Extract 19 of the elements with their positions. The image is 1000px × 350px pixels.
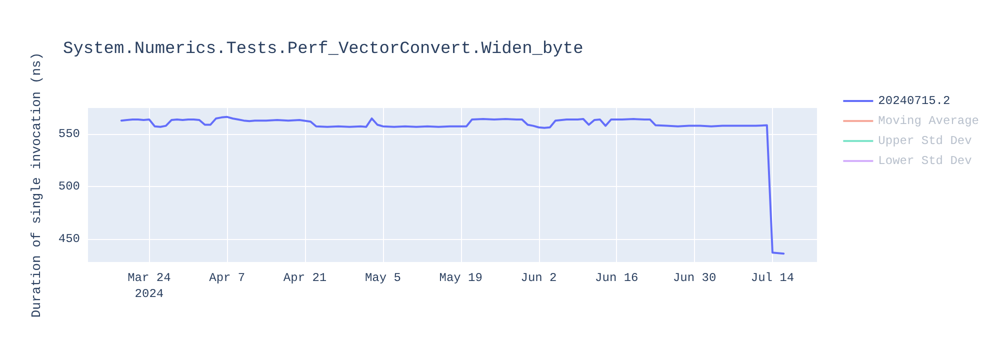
y-tick-label: 550 bbox=[58, 127, 80, 142]
legend-label: 20240715.2 bbox=[878, 94, 950, 108]
x-tick-label: May 19 bbox=[439, 271, 482, 285]
y-tick-label: 450 bbox=[58, 232, 80, 246]
x-tick-label: Jun 2 bbox=[520, 271, 557, 285]
x-tick-label: Jun 16 bbox=[595, 271, 638, 285]
line-series bbox=[120, 116, 785, 255]
y-tick-label: 500 bbox=[58, 180, 80, 194]
x-tick-label: May 5 bbox=[364, 271, 401, 285]
x-tick-label: Apr 21 bbox=[283, 271, 327, 285]
legend-label: Moving Average bbox=[878, 114, 980, 128]
legend-label: Upper Std Dev bbox=[878, 134, 972, 148]
x-tick-label: Apr 7 bbox=[209, 271, 246, 285]
x-tick-label: Mar 24 2024 bbox=[128, 271, 171, 301]
x-tick-label: Jun 30 bbox=[672, 271, 716, 285]
y-axis-title: Duration of single invocation (ns) bbox=[29, 52, 44, 318]
chart-title: System.Numerics.Tests.Perf_VectorConvert.Widen_byte bbox=[63, 40, 584, 59]
x-tick-label: Jul 14 bbox=[750, 271, 794, 285]
legend-label: Lower Std Dev bbox=[878, 154, 972, 168]
